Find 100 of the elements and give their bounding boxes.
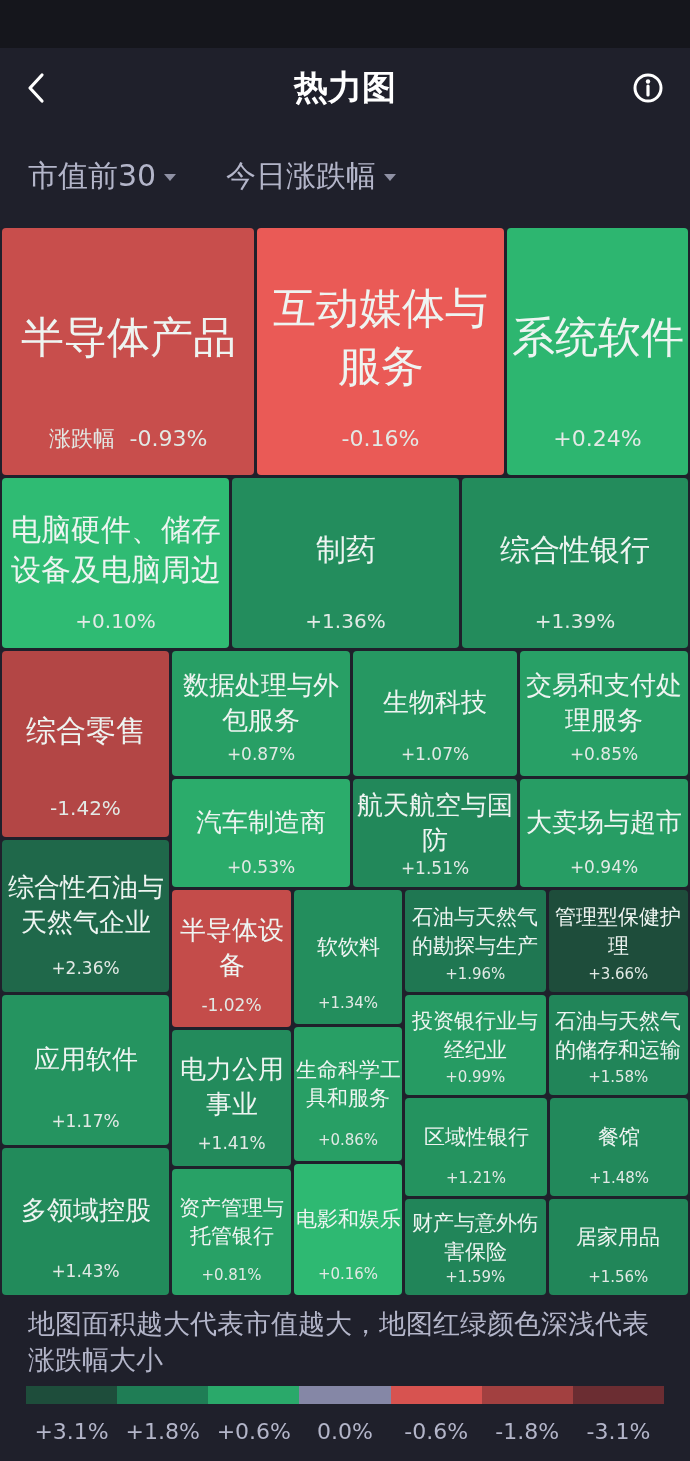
tile: 石油与天然气的储存和运输 +1.58% bbox=[548, 995, 688, 1095]
tile: 综合性银行 +1.39% bbox=[462, 478, 688, 648]
category-label: 居家用品 bbox=[576, 1224, 661, 1252]
category-label: 综合性银行 bbox=[500, 530, 650, 569]
data-label: +0.87% bbox=[225, 744, 297, 765]
tile: 互动媒体与服务 -0.16% bbox=[257, 228, 504, 475]
data-label: -1.8% bbox=[494, 1418, 561, 1446]
data-label: +0.85% bbox=[568, 744, 640, 765]
data-label: +1.51% bbox=[399, 857, 471, 879]
category-label: 区域性银行 bbox=[423, 1124, 529, 1152]
category-label: 电影和娱乐 bbox=[295, 1206, 401, 1234]
category-label: 生命科学工具和服务 bbox=[295, 1056, 401, 1113]
data-label: +1.21% bbox=[444, 1169, 508, 1188]
data-label: +1.58% bbox=[587, 1068, 650, 1087]
data-label: +0.16% bbox=[316, 1265, 380, 1284]
data-label: 0.0% bbox=[316, 1418, 374, 1446]
data-label: +1.36% bbox=[304, 608, 387, 633]
tile: 综合零售 -1.42% bbox=[2, 651, 169, 837]
data-label: 涨跌幅 -0.93% bbox=[47, 426, 209, 453]
category-label: 系统软件 bbox=[511, 311, 684, 365]
category-label: 电脑硬件、储存设备及电脑周边 bbox=[9, 510, 222, 590]
data-label: -0.6% bbox=[403, 1418, 470, 1446]
category-label: 石油与天然气的储存和运输 bbox=[554, 1008, 683, 1064]
category-label: 综合性石油与天然气企业 bbox=[6, 870, 165, 940]
tile: 交易和支付处理服务 +0.85% bbox=[520, 651, 688, 776]
category-label: 航天航空与国防 bbox=[356, 788, 514, 857]
tile: 电影和娱乐 +0.16% bbox=[294, 1163, 402, 1295]
category-label: 投资银行业与经纪业 bbox=[411, 1008, 540, 1064]
text: 市值前30 bbox=[28, 158, 157, 193]
tile: 大卖场与超市 +0.94% bbox=[520, 779, 688, 887]
data-label: +0.99% bbox=[444, 1068, 507, 1087]
tile: 半导体设备 -1.02% bbox=[172, 890, 291, 1028]
category-label: 应用软件 bbox=[33, 1042, 138, 1076]
data-label: +1.17% bbox=[50, 1111, 121, 1132]
data-label: +1.56% bbox=[587, 1268, 650, 1287]
data-label: +0.53% bbox=[225, 856, 297, 878]
data-label: +0.81% bbox=[200, 1265, 263, 1284]
data-label: +0.24% bbox=[552, 426, 643, 453]
data-label: -3.1% bbox=[585, 1418, 652, 1446]
data-label: +1.48% bbox=[587, 1169, 651, 1188]
data-label: +1.96% bbox=[444, 964, 507, 983]
tile: 半导体产品 涨跌幅 -0.93% bbox=[2, 228, 254, 475]
tile: 石油与天然气的勘探与生产 +1.96% bbox=[405, 890, 546, 992]
text: 热力图 bbox=[292, 66, 397, 109]
tile: 区域性银行 +1.21% bbox=[405, 1098, 547, 1196]
category-label: 生物科技 bbox=[383, 686, 487, 720]
category-label: 电力公用事业 bbox=[178, 1053, 285, 1122]
tile: 航天航空与国防 +1.51% bbox=[353, 779, 517, 887]
data-label: +3.1% bbox=[33, 1418, 110, 1446]
tile: 应用软件 +1.17% bbox=[2, 995, 169, 1145]
text: 今日涨跌幅 bbox=[226, 158, 376, 193]
category-label: 综合零售 bbox=[25, 711, 146, 750]
tile: 多领域控股 +1.43% bbox=[2, 1148, 169, 1295]
tile: 电脑硬件、储存设备及电脑周边 +0.10% bbox=[2, 478, 229, 648]
tile: 综合性石油与天然气企业 +2.36% bbox=[2, 840, 169, 992]
data-label: +1.43% bbox=[50, 1261, 121, 1282]
tile: 财产与意外伤害保险 +1.59% bbox=[405, 1199, 546, 1295]
data-label: +1.8% bbox=[124, 1418, 201, 1446]
category-label: 财产与意外伤害保险 bbox=[411, 1210, 540, 1266]
data-label: +0.94% bbox=[568, 856, 640, 878]
data-label: +0.86% bbox=[316, 1130, 380, 1149]
category-label: 数据处理与外包服务 bbox=[182, 668, 340, 737]
tile: 数据处理与外包服务 +0.87% bbox=[172, 651, 350, 776]
category-label: 资产管理与托管银行 bbox=[178, 1194, 285, 1251]
category-label: 大卖场与超市 bbox=[526, 805, 682, 839]
data-label: +3.66% bbox=[587, 964, 650, 983]
tile: 居家用品 +1.56% bbox=[548, 1199, 688, 1295]
tile: 软饮料 +1.34% bbox=[294, 890, 402, 1025]
category-label: 管理型保健护理 bbox=[554, 904, 683, 960]
data-label: +0.10% bbox=[74, 608, 157, 633]
data-label: -1.42% bbox=[49, 796, 122, 821]
category-label: 汽车制造商 bbox=[196, 805, 326, 839]
data-label: -0.16% bbox=[340, 426, 421, 453]
tile: 餐馆 +1.48% bbox=[550, 1098, 688, 1196]
category-label: 制药 bbox=[315, 530, 376, 569]
category-label: 互动媒体与服务 bbox=[272, 282, 489, 394]
tile: 资产管理与托管银行 +0.81% bbox=[172, 1168, 291, 1295]
tile: 管理型保健护理 +3.66% bbox=[548, 890, 688, 992]
text: 地图面积越大代表市值越大，地图红绿颜色深浅代表涨跌幅大小 bbox=[28, 1307, 650, 1377]
category-label: 多领域控股 bbox=[20, 1194, 151, 1227]
category-label: 软饮料 bbox=[316, 934, 380, 962]
category-label: 交易和支付处理服务 bbox=[525, 668, 683, 737]
data-label: +1.59% bbox=[444, 1268, 507, 1287]
category-label: 半导体产品 bbox=[20, 311, 236, 365]
category-label: 餐馆 bbox=[598, 1124, 640, 1152]
data-label: +1.07% bbox=[399, 744, 471, 765]
data-label: +1.39% bbox=[533, 608, 617, 633]
tile: 生命科学工具和服务 +0.86% bbox=[294, 1027, 402, 1161]
data-label: +1.34% bbox=[316, 994, 380, 1013]
tile: 汽车制造商 +0.53% bbox=[172, 779, 350, 887]
category-label: 半导体设备 bbox=[178, 913, 285, 982]
tile: 制药 +1.36% bbox=[232, 478, 459, 648]
data-label: -1.02% bbox=[200, 994, 263, 1015]
data-label: +1.41% bbox=[196, 1133, 267, 1154]
tile: 生物科技 +1.07% bbox=[353, 651, 517, 776]
data-label: +2.36% bbox=[50, 957, 121, 979]
category-label: 石油与天然气的勘探与生产 bbox=[411, 904, 540, 960]
data-label: +0.6% bbox=[215, 1418, 292, 1446]
tile: 电力公用事业 +1.41% bbox=[172, 1030, 291, 1166]
tile: 系统软件 +0.24% bbox=[507, 228, 688, 475]
